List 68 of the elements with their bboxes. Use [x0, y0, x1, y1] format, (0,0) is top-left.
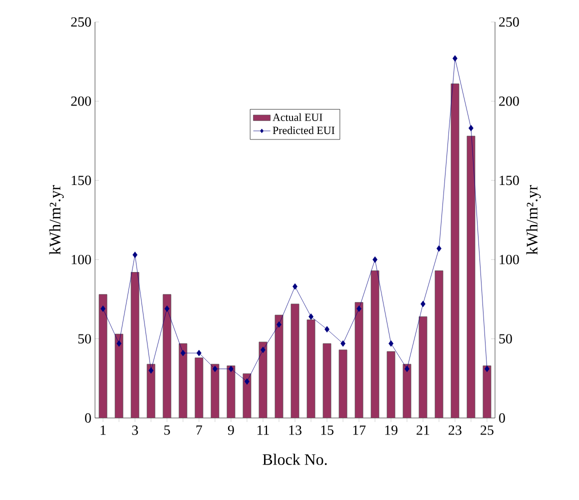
point	[148, 367, 154, 374]
point	[164, 305, 170, 312]
x-tick-label: 11	[258, 425, 269, 435]
point	[452, 55, 458, 62]
y2-tick-label: 250	[499, 17, 519, 27]
bar	[274, 314, 284, 418]
point	[132, 252, 138, 258]
bar	[354, 302, 364, 418]
point	[116, 340, 122, 347]
point	[340, 340, 346, 347]
point	[356, 305, 362, 312]
point	[388, 340, 394, 347]
bar	[98, 294, 108, 418]
point	[244, 378, 250, 385]
bar	[482, 366, 492, 418]
x-tick-label: 25	[480, 426, 494, 435]
x-tick-label: 5	[164, 426, 170, 435]
y2-tick-label: 50	[499, 334, 512, 344]
bar	[178, 343, 188, 418]
point	[420, 300, 426, 308]
point	[484, 366, 490, 372]
point	[372, 256, 378, 263]
y2-tick-label: 200	[499, 96, 519, 106]
y-tick-label: 250	[71, 17, 91, 27]
x-tick-label: 7	[196, 426, 202, 435]
bar	[162, 294, 172, 418]
y-axis-title: kWh/m².yr	[49, 185, 64, 255]
x-tick-label: 13	[289, 426, 302, 435]
x-tick-label: 17	[353, 425, 366, 435]
y2-tick-label: 0	[499, 413, 505, 423]
point	[324, 326, 330, 332]
point	[468, 124, 474, 132]
point	[260, 346, 266, 354]
x-tick-label: 23	[448, 426, 462, 435]
x-tick-label: 21	[416, 426, 430, 435]
x-axis-title: Block No.	[262, 454, 327, 465]
x-tick-label: 19	[385, 426, 398, 435]
y-tick-label: 0	[85, 413, 91, 423]
legend-label: Actual EUI	[272, 113, 322, 121]
y-tick-label: 150	[72, 176, 91, 186]
point	[404, 366, 410, 372]
x-tick-label: 9	[228, 426, 234, 435]
y-tick-label: 200	[71, 96, 91, 106]
x-tick-label: 1	[100, 425, 106, 435]
y2-axis-title: kWh/m².yr	[526, 185, 541, 255]
bar	[210, 364, 220, 418]
y-tick-label: 100	[72, 254, 91, 264]
y2-tick-label: 100	[500, 254, 519, 264]
point	[196, 350, 202, 356]
x-tick-label: 15	[321, 425, 334, 435]
bar	[226, 366, 236, 418]
point	[292, 283, 298, 290]
bar	[402, 364, 412, 418]
point	[308, 313, 314, 320]
x-tick-label: 3	[132, 426, 138, 435]
point	[436, 245, 442, 252]
point	[180, 350, 186, 356]
legend-label: Predicted EUI	[272, 126, 335, 134]
bar	[258, 342, 268, 418]
bar	[146, 364, 156, 418]
point	[276, 321, 282, 328]
point	[100, 305, 106, 312]
y-tick-label: 50	[78, 334, 91, 344]
bar	[242, 373, 252, 418]
point	[228, 366, 234, 372]
y2-tick-label: 150	[500, 176, 519, 186]
bar	[114, 334, 124, 418]
point	[212, 366, 218, 372]
